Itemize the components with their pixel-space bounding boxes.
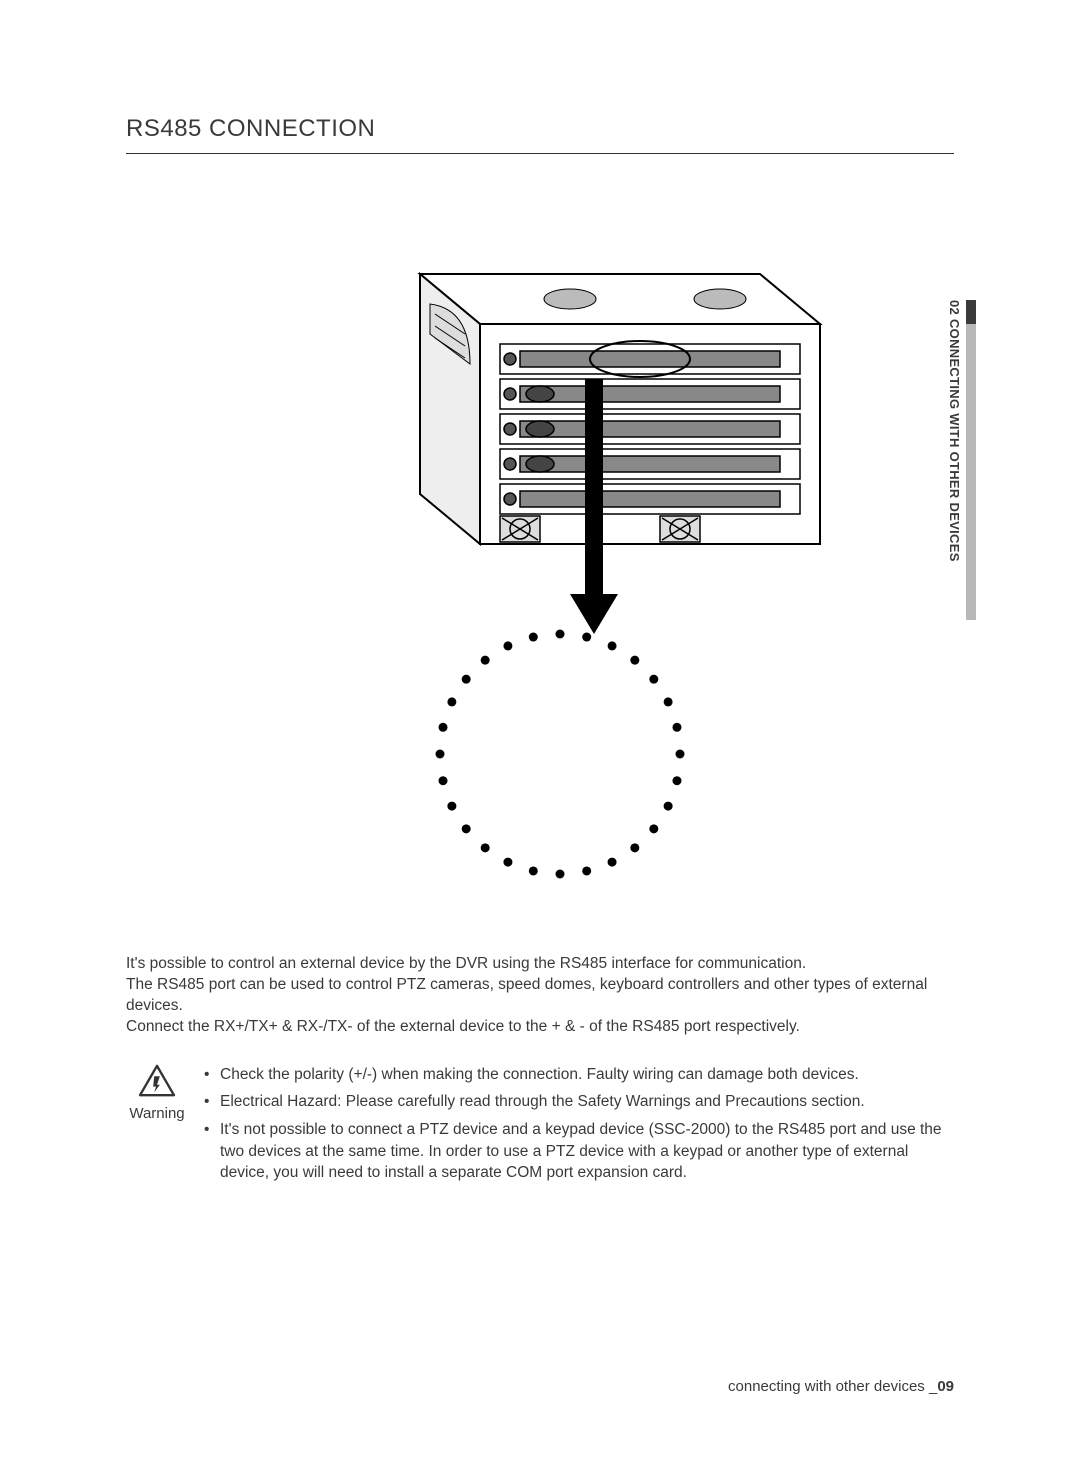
side-tab-text: 02 CONNECTING WITH OTHER DEVICES (947, 300, 962, 562)
body-para-3: Connect the RX+/TX+ & RX-/TX- of the ext… (126, 1017, 954, 1038)
warning-item: Check the polarity (+/-) when making the… (204, 1064, 954, 1086)
footer-page-number: 09 (937, 1378, 954, 1395)
connection-diagram (240, 214, 840, 894)
section-heading: RS485 CONNECTION (126, 115, 954, 154)
warning-icon (138, 1064, 176, 1098)
diagram-svg (240, 214, 840, 894)
warning-left: Warning (126, 1064, 188, 1190)
side-tab-marker (966, 300, 976, 324)
page-footer: connecting with other devices _09 (728, 1378, 954, 1395)
page: RS485 CONNECTION 02 CONNECTING WITH OTHE… (0, 0, 1080, 1479)
warning-block: Warning Check the polarity (+/-) when ma… (126, 1064, 954, 1190)
body-para-2: The RS485 port can be used to control PT… (126, 975, 954, 1017)
warning-item: Electrical Hazard: Please carefully read… (204, 1091, 954, 1113)
body-text: It's possible to control an external dev… (126, 954, 954, 1038)
warning-list: Check the polarity (+/-) when making the… (204, 1064, 954, 1190)
warning-item: It's not possible to connect a PTZ devic… (204, 1119, 954, 1184)
warning-label: Warning (126, 1105, 188, 1122)
side-tab: 02 CONNECTING WITH OTHER DEVICES (940, 300, 976, 620)
body-para-1: It's possible to control an external dev… (126, 954, 954, 975)
side-tab-bar (966, 300, 976, 620)
footer-text: connecting with other devices _ (728, 1378, 937, 1395)
